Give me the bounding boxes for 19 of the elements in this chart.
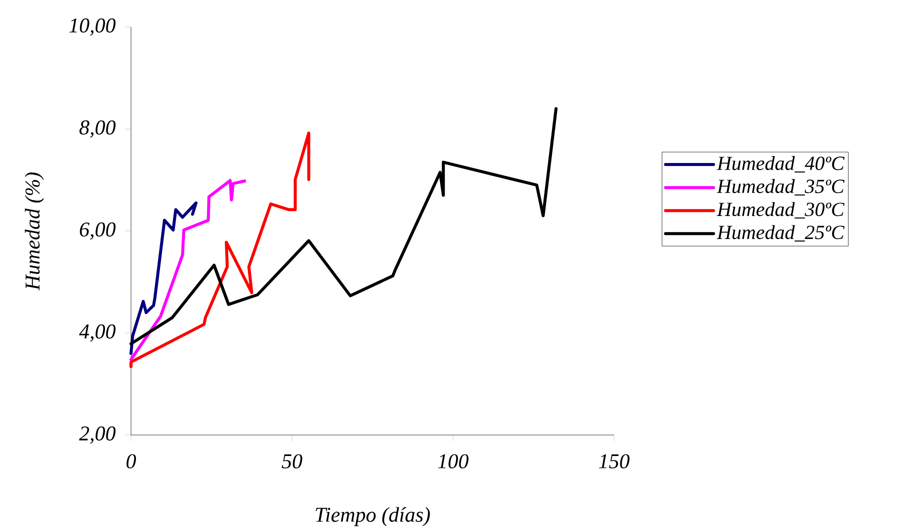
legend-label: Humedad_30ºC [716,202,845,219]
x-tick-label: 150 [599,454,630,468]
line-series [130,132,310,368]
legend-label: Humedad_35ºC [716,179,845,196]
line-series [130,107,558,346]
y-tick-label: 8,00 [79,120,116,138]
x-tick-label: 50 [282,454,302,468]
y-tick-label: 2,00 [79,426,116,444]
legend-label: Humedad_40ºC [716,156,845,172]
legend-label: Humedad_25ºC [716,225,845,242]
y-tick-label: 10,00 [69,18,116,36]
y-tick-label: 6,00 [80,222,116,240]
x-tick-label: 0 [126,454,136,468]
y-axis-title: Humedad (%) [24,172,44,290]
x-tick-label: 100 [438,454,468,468]
y-tick-label: 4,00 [79,324,116,342]
x-axis-title: Tiempo (días) [316,507,430,526]
line-series [130,179,246,362]
line-series [130,201,198,355]
